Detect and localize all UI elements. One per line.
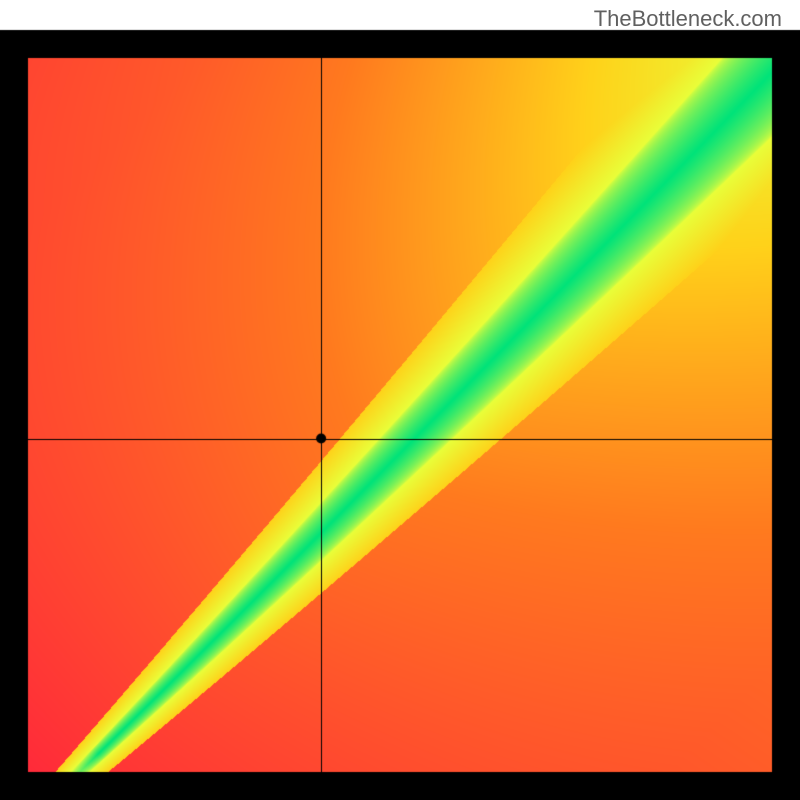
- bottleneck-heatmap-canvas: [0, 0, 800, 800]
- chart-container: TheBottleneck.com: [0, 0, 800, 800]
- watermark-text: TheBottleneck.com: [594, 6, 782, 32]
